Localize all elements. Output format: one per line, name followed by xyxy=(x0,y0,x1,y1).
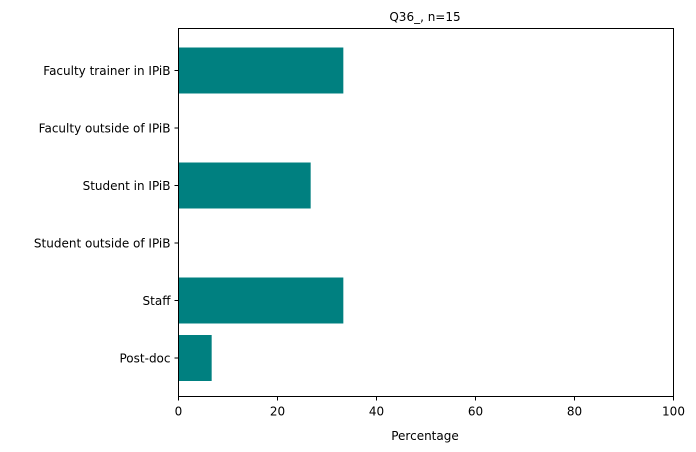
y-tick-label: Post-doc xyxy=(120,352,171,366)
x-tick-label: 100 xyxy=(662,405,685,419)
y-tick-label: Staff xyxy=(143,294,172,308)
y-axis: Faculty trainer in IPiB Faculty outside o… xyxy=(34,64,179,366)
bar-staff xyxy=(178,277,344,324)
bar-faculty-trainer-in-ipib xyxy=(178,47,344,94)
y-tick-label: Student in IPiB xyxy=(83,179,171,193)
x-tick-label: 60 xyxy=(468,405,483,419)
x-tick-label: 0 xyxy=(175,405,183,419)
bar-student-in-ipib xyxy=(178,162,311,209)
plot-frame xyxy=(178,28,674,397)
bar-post-doc xyxy=(178,335,212,381)
x-axis: 0 20 40 60 80 100 xyxy=(175,396,685,419)
bars-layer xyxy=(178,47,344,381)
x-tick-label: 40 xyxy=(369,405,384,419)
x-tick-label: 80 xyxy=(567,405,582,419)
x-axis-label: Percentage xyxy=(391,429,459,443)
y-tick-label: Student outside of IPiB xyxy=(34,237,171,251)
x-tick-label: 20 xyxy=(270,405,285,419)
chart-title: Q36_, n=15 xyxy=(389,10,460,24)
y-tick-label: Faculty trainer in IPiB xyxy=(43,64,170,78)
y-tick-label: Faculty outside of IPiB xyxy=(39,122,171,136)
